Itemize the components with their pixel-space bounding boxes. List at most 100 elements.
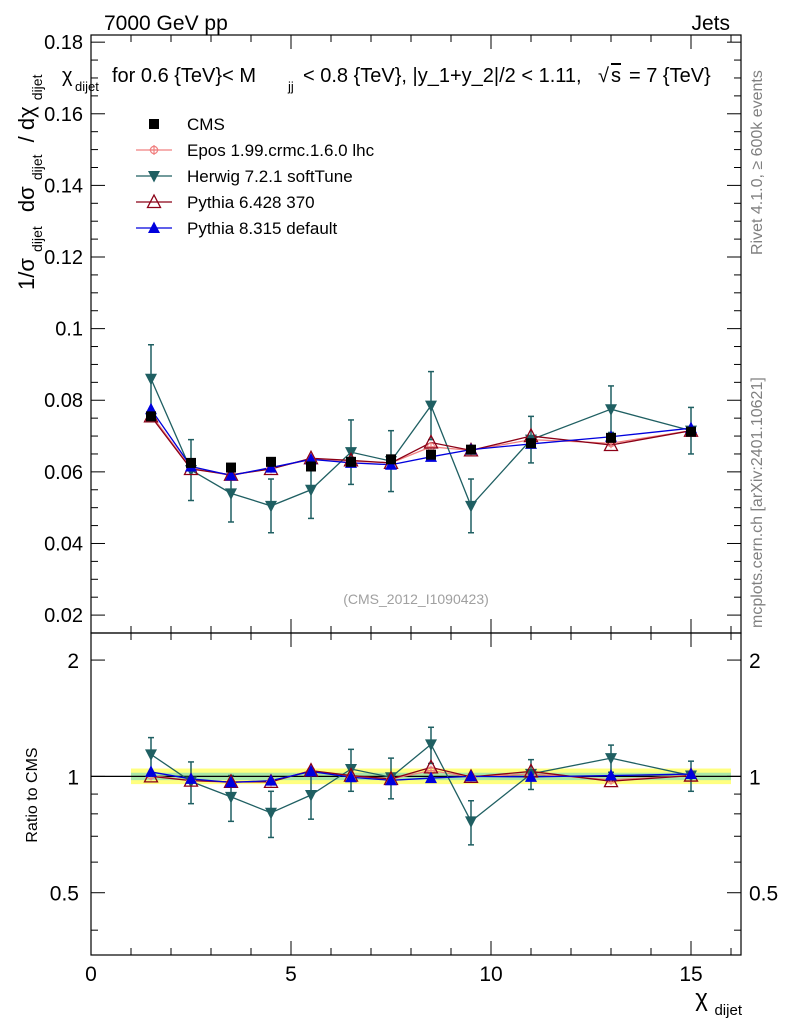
ratio-point-pythia-8-315-default (185, 772, 197, 784)
analysis-watermark: (CMS_2012_I1090423) (343, 591, 489, 607)
main-point-cms (686, 426, 696, 437)
ratio-ytick-label-right: 1 (749, 766, 761, 789)
main-point-cms (346, 456, 356, 467)
main-point-cms (606, 432, 616, 443)
legend-label-pythia-8-315-default: Pythia 8.315 default (187, 219, 338, 238)
main-ytick-label: 0.02 (44, 605, 83, 627)
main-point-pythia-8-315-default (305, 452, 317, 465)
ratio-ytick-label-right: 0.5 (749, 883, 778, 906)
main-point-herwig-7-2-1-softtune (425, 400, 437, 413)
title-rest1: < 0.8 {TeV}, |y_1+y_2|/2 < 1.11, (303, 65, 582, 87)
ratio-point-herwig-7-2-1-softtune (465, 816, 477, 828)
ratio-ytick-label-left: 2 (67, 650, 79, 673)
main-ytick-label: 0.18 (44, 32, 83, 54)
xlabel: χ dijet (695, 985, 743, 1019)
ratio-point-herwig-7-2-1-softtune (605, 753, 617, 765)
legend-label-epos-1-99-crmc-1-6-0-lhc: Epos 1.99.crmc.1.6.0 lhc (187, 141, 375, 160)
main-ytick-label: 0.16 (44, 104, 83, 126)
legend-label-herwig-7-2-1-softtune: Herwig 7.2.1 softTune (187, 167, 353, 186)
ratio-line-pythia-8-315-default (150, 770, 692, 784)
ylabel-sub-3: dijet (29, 74, 45, 100)
xtick-labels: 0 5 10 15 (85, 963, 703, 986)
ratio-ytick-labels: 0.5 0.5 1 1 2 2 (50, 650, 778, 906)
ratio-markers-group (143, 739, 699, 828)
main-point-herwig-7-2-1-softtune (265, 500, 277, 513)
ratio-axis-ticks (90, 633, 741, 955)
title-s: s (611, 65, 621, 87)
xtick-label: 0 (85, 963, 97, 986)
legend-marker-pythia-8-315-default (148, 221, 160, 233)
main-ytick-labels: 0.02 0.04 0.06 0.08 0.1 0.12 0.14 0.16 0.18 (44, 32, 83, 627)
xtick-label: 5 (285, 963, 297, 986)
main-panel: 0.02 0.04 0.06 0.08 0.1 0.12 0.14 0.16 0.18 χ di… (14, 32, 742, 634)
title-sqrt: √ (598, 65, 609, 87)
header-right-label: Jets (691, 12, 730, 35)
ratio-point-pythia-8-315-default (425, 771, 437, 784)
ratio-point-pythia-8-315-default (605, 769, 617, 781)
legend-marker-pythia-6-428-370 (146, 193, 162, 209)
xtick-label: 10 (479, 963, 502, 986)
main-point-cms (426, 449, 436, 460)
ratio-line-herwig-7-2-1-softtune (150, 743, 692, 823)
ratio-panel: 0.5 0.5 1 1 2 2 Ratio to CMS 0 5 10 15 χ dijet (24, 632, 778, 1019)
main-point-cms (306, 461, 316, 472)
main-point-pythia-6-428-370 (603, 436, 619, 452)
main-line-herwig-7-2-1-softtune (150, 378, 692, 508)
main-axis-ticks (90, 35, 741, 634)
main-point-herwig-7-2-1-softtune (145, 373, 157, 386)
main-ytick-label: 0.12 (44, 247, 83, 269)
xlabel-chi: χ (695, 985, 708, 1012)
legend-label-cms: CMS (187, 115, 225, 134)
main-ytick-label: 0.04 (44, 533, 83, 555)
legend-label-pythia-6-428-370: Pythia 6.428 370 (187, 193, 315, 212)
ratio-point-pythia-8-315-default (145, 765, 157, 777)
ratio-point-herwig-7-2-1-softtune (145, 749, 157, 761)
rivet-side-label: Rivet 4.1.0, ≥ 600k events (749, 70, 766, 255)
title-m-sub: jj (287, 79, 294, 94)
header-left-label: 7000 GeV pp (104, 12, 228, 35)
ylabel-dsigma: dσ (14, 186, 39, 212)
xtick-label: 15 (679, 963, 702, 986)
ratio-point-herwig-7-2-1-softtune (225, 791, 237, 804)
main-point-cms (226, 462, 236, 473)
legend: CMS Epos 1.99.crmc.1.6.0 lhc Herwig 7.2.1 … (136, 115, 375, 238)
ratio-point-herwig-7-2-1-softtune (265, 807, 277, 820)
xlabel-sub: dijet (714, 1002, 742, 1019)
title-rest2: = 7 {TeV} (629, 65, 711, 87)
main-point-cms (186, 457, 196, 468)
ratio-ytick-label-left: 1 (67, 766, 79, 789)
mcplots-side-label: mcplots.cern.ch [arXiv:2401.10621] (749, 377, 766, 628)
main-point-cms (146, 411, 156, 422)
ylabel-one-over-sigma: 1/σ (14, 258, 39, 290)
main-point-herwig-7-2-1-softtune (465, 500, 477, 513)
main-ylabel: 1/σ dijet dσ dijet / dχ dijet (14, 74, 47, 290)
legend-marker-herwig-7-2-1-softtune (148, 171, 160, 183)
main-point-cms (526, 438, 536, 449)
main-ytick-label: 0.06 (44, 462, 83, 484)
ratio-ytick-label-left: 0.5 (50, 883, 79, 906)
main-line-pythia-8-315-default (150, 408, 692, 477)
ratio-point-pythia-8-315-default (265, 774, 277, 786)
ratio-ylabel: Ratio to CMS (24, 747, 41, 842)
title-chi: χ (62, 65, 73, 87)
ratio-point-pythia-8-315-default (465, 769, 477, 782)
main-point-cms (466, 444, 476, 455)
ylabel-dchi: / dχ (14, 106, 39, 142)
main-ytick-label: 0.1 (55, 319, 83, 341)
legend-marker-cms (149, 119, 159, 129)
main-ytick-label: 0.08 (44, 390, 83, 412)
ratio-point-pythia-8-315-default (525, 770, 537, 782)
title-for: for 0.6 {TeV}< M (112, 65, 256, 87)
main-ytick-label: 0.14 (44, 175, 83, 197)
main-markers-group (143, 373, 699, 513)
title-chi-sub: dijet (75, 79, 99, 94)
ratio-point-herwig-7-2-1-softtune (425, 739, 437, 751)
main-point-cms (386, 454, 396, 465)
main-point-pythia-8-315-default (145, 402, 157, 415)
main-point-herwig-7-2-1-softtune (225, 488, 237, 500)
ratio-ytick-label-right: 2 (749, 650, 761, 673)
ylabel-sub-1: dijet (29, 226, 45, 252)
main-point-pythia-6-428-370 (423, 434, 439, 449)
